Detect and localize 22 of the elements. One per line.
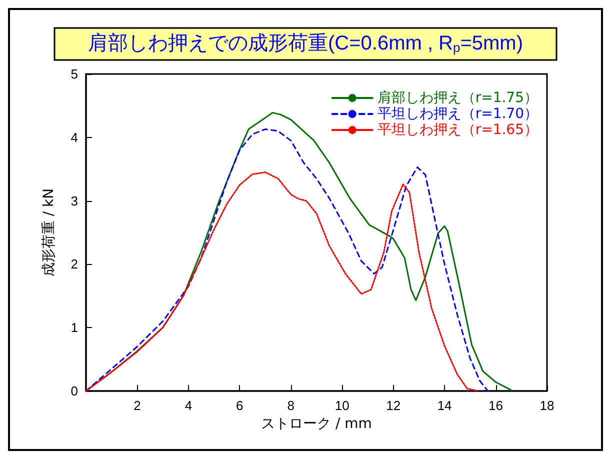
x-tick-label: 12 — [386, 398, 401, 413]
line-series — [85, 172, 479, 392]
x-tick-label: 4 — [184, 398, 192, 413]
x-tick-label: 10 — [334, 398, 350, 413]
x-tick-label: 6 — [236, 398, 244, 413]
x-tick-label: 14 — [437, 398, 452, 413]
y-tick-label: 4 — [70, 130, 78, 145]
y-axis-title: 成形荷重 / kN — [41, 188, 57, 277]
chart-title: 肩部しわ押えでの成形荷重(C=0.6mm , Rp=5mm) — [88, 32, 524, 55]
y-tick-label: 1 — [70, 320, 78, 336]
legend-label: 平坦しわ押え（r=1.65） — [377, 122, 538, 138]
legend-label: 肩部しわ押え（r=1.75） — [377, 90, 538, 106]
legend-label: 平坦しわ押え（r=1.70） — [377, 106, 538, 122]
x-tick-label: 18 — [540, 398, 554, 413]
y-tick-label: 5 — [70, 66, 78, 82]
x-tick-label: 2 — [134, 398, 141, 413]
x-tick-label: 16 — [488, 398, 504, 413]
y-tick-label: 3 — [70, 193, 78, 208]
x-axis-title: ストローク / mm — [261, 416, 372, 432]
y-tick-label: 0 — [70, 384, 78, 398]
y-tick-label: 2 — [70, 256, 78, 272]
x-tick-label: 8 — [287, 398, 295, 413]
